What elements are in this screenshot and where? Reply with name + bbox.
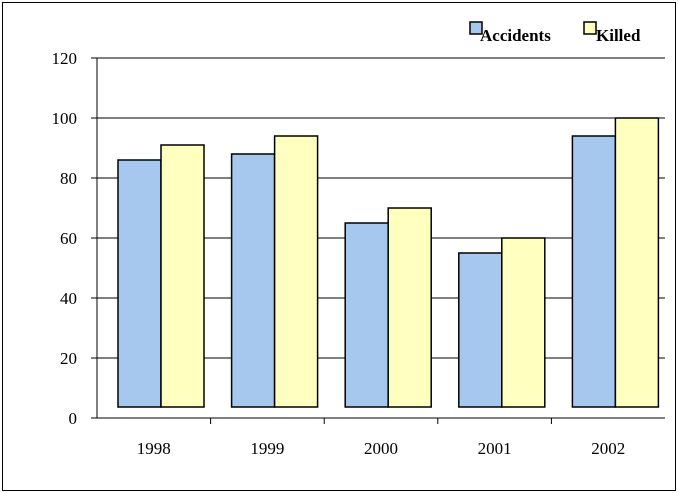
x-tick-labels: 1998 1999 2000 2001 2002: [137, 439, 625, 458]
bar-killed-1999: [273, 135, 319, 408]
y-tick-label: 120: [52, 49, 78, 68]
legend-label-killed: Killed: [596, 26, 641, 45]
y-tick-label: 60: [60, 229, 77, 248]
legend: Accidents Killed: [469, 21, 641, 45]
bar-accidents-2001: [458, 252, 503, 408]
legend-swatch-accidents: [469, 21, 483, 35]
bar-accidents-1999: [230, 153, 276, 408]
bar-accidents-2000: [344, 222, 389, 408]
bar-killed-2001: [501, 237, 546, 408]
y-tick-label: 80: [60, 169, 77, 188]
x-tick-label: 1999: [250, 439, 284, 458]
y-tick-label: 40: [60, 289, 77, 308]
y-tick-labels: 0 20 40 60 80 100 120: [52, 49, 78, 428]
bar-killed-2000: [387, 207, 432, 408]
bar-killed-2002: [614, 117, 660, 408]
y-tick-label: 100: [52, 109, 78, 128]
bar-accidents-2002: [571, 135, 617, 408]
legend-swatch-killed: [583, 21, 597, 35]
legend-label-accidents: Accidents: [480, 26, 551, 45]
bars: [117, 117, 660, 408]
x-tick-label: 2001: [478, 439, 512, 458]
bar-killed-1998: [160, 144, 205, 408]
x-tick-label: 2000: [364, 439, 398, 458]
y-tick-label: 0: [69, 409, 78, 428]
x-tick-label: 1998: [137, 439, 171, 458]
x-tick-label: 2002: [591, 439, 625, 458]
bar-accidents-1998: [117, 159, 162, 408]
axes: [91, 57, 665, 424]
y-tick-label: 20: [60, 349, 77, 368]
